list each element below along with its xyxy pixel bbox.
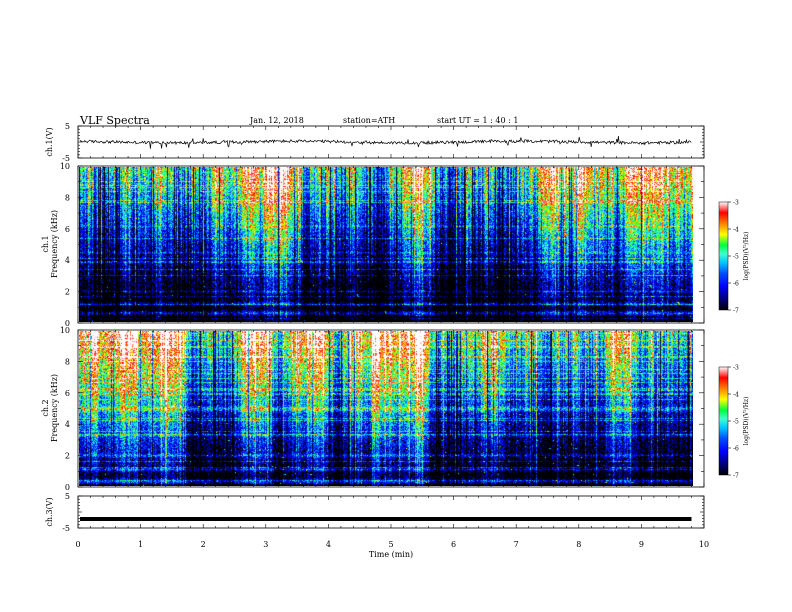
ch2-spectrogram-image — [79, 331, 693, 486]
time-tick-label: 8 — [576, 540, 581, 549]
figure-title: VLF Spectra — [79, 114, 150, 127]
frequency-tick-label: 2 — [65, 288, 70, 297]
colorbar-tick-label: -3 — [733, 200, 739, 207]
time-tick-label: 2 — [201, 540, 206, 549]
time-tick-label: 6 — [451, 540, 456, 549]
frequency-tick-label: 0 — [65, 319, 70, 328]
station-label: station=ATH — [343, 116, 395, 125]
colorbar-tick-label: -4 — [733, 227, 739, 234]
ch2-spectrogram-image-holder — [79, 331, 693, 486]
ch3-waveform-ticks — [77, 495, 705, 529]
ch3-ytick-max: 5 — [65, 492, 70, 501]
ch1-spectrogram-image — [79, 167, 693, 322]
frequency-tick-label: 0 — [65, 483, 70, 492]
time-tick-label: 7 — [514, 540, 519, 549]
ch1-colorbar-ticks: -7 -6 -5 -4 -3 — [728, 200, 739, 315]
ch2-colorbar-gradient — [718, 366, 729, 476]
colorbar-tick-label: -6 — [733, 446, 739, 453]
time-tick-label: 4 — [326, 540, 331, 549]
time-tick-label: 9 — [639, 540, 644, 549]
frequency-tick-label: 8 — [65, 357, 70, 366]
ch3-waveform-frame — [77, 495, 705, 529]
ch2-spectrogram-panel: 0 2 4 6 8 10 ch.2 Frequency (kHz) — [41, 326, 705, 492]
ch2-colorbar-ticks: -7 -6 -5 -4 -3 — [728, 365, 739, 480]
time-tick-label: 5 — [388, 540, 393, 549]
ch1-spectrogram-panel: 0 2 4 6 8 10 ch.1 Frequency (kHz) — [41, 162, 705, 328]
ch1-spectrogram-ylabel-frequency: Frequency (kHz) — [50, 210, 59, 278]
ch3-ytick-min: -5 — [62, 524, 70, 533]
colorbar-tick-label: -4 — [733, 392, 739, 399]
ch1-spectrogram-image-holder — [79, 167, 693, 322]
time-axis-tick-labels: 0 1 2 3 4 5 6 7 8 9 10 — [75, 540, 709, 549]
colorbar-tick-label: -3 — [733, 365, 739, 372]
colorbar-tick-label: -5 — [733, 254, 739, 261]
ch1-waveform-line — [79, 135, 692, 149]
ch3-waveform-panel: 5 -5 ch.3(V) 0 1 2 3 4 5 6 7 8 9 10 Time (min) — [45, 492, 709, 559]
ch2-spectrogram-xticks — [77, 330, 705, 487]
time-tick-label: 3 — [263, 540, 268, 549]
frequency-tick-label: 6 — [65, 225, 70, 234]
frequency-tick-label: 4 — [65, 420, 70, 429]
ch1-spectrogram-ylabel-channel: ch.1 — [41, 235, 50, 252]
ch1-colorbar-label: log(PSD)(V²/Hz) — [743, 232, 750, 281]
frequency-tick-label: 10 — [60, 326, 70, 335]
ch3-waveform-ylabel: ch.3(V) — [45, 497, 54, 526]
time-tick-label: 10 — [699, 540, 709, 549]
ch3-waveform-line — [80, 517, 692, 521]
ch1-waveform-ticks — [77, 125, 705, 159]
date-label: Jan. 12, 2018 — [249, 116, 304, 125]
ch1-waveform-ylabel: ch.1(V) — [45, 127, 54, 156]
colorbar-tick-label: -6 — [733, 281, 739, 288]
colorbar-tick-label: -7 — [733, 308, 739, 315]
ch1-colorbar: -7 -6 -5 -4 -3 log(PSD)(V²/Hz) — [718, 200, 750, 315]
ch1-spectrogram-xticks — [77, 166, 705, 323]
ch2-spectrogram-ylabel-channel: ch.2 — [41, 399, 50, 416]
time-tick-label: 1 — [138, 540, 143, 549]
frequency-tick-label: 6 — [65, 389, 70, 398]
time-axis-label: Time (min) — [369, 550, 413, 559]
time-tick-label: 0 — [75, 540, 80, 549]
ch2-spectrogram-yticks: 0 2 4 6 8 10 — [60, 326, 704, 492]
frequency-tick-label: 8 — [65, 193, 70, 202]
frequency-tick-label: 10 — [60, 162, 70, 171]
ch2-colorbar: -7 -6 -5 -4 -3 log(PSD)(V²/Hz) — [718, 365, 750, 480]
ch2-colorbar-label: log(PSD)(V²/Hz) — [743, 397, 750, 446]
ch1-colorbar-gradient — [718, 201, 729, 311]
start-time-label: start UT = 1 : 40 : 1 — [437, 116, 518, 125]
colorbar-tick-label: -5 — [733, 419, 739, 426]
ch1-ytick-min: -5 — [62, 154, 70, 163]
ch1-ytick-max: 5 — [65, 122, 70, 131]
frequency-tick-label: 4 — [65, 256, 70, 265]
ch1-spectrogram-yticks: 0 2 4 6 8 10 — [60, 162, 704, 328]
colorbar-tick-label: -7 — [733, 473, 739, 480]
ch2-spectrogram-ylabel-frequency: Frequency (kHz) — [50, 374, 59, 442]
frequency-tick-label: 2 — [65, 452, 70, 461]
ch1-waveform-panel: 5 -5 ch.1(V) — [45, 122, 705, 163]
